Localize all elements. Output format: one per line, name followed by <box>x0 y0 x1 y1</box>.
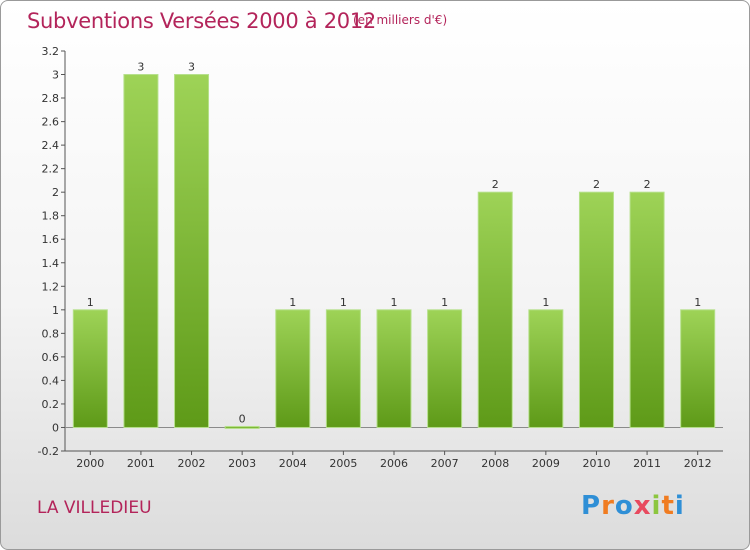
x-tick-label-2005: 2005 <box>329 457 357 470</box>
bar-2012 <box>680 309 716 428</box>
commune-name: LA VILLEDIEU <box>37 498 152 518</box>
y-tick-label: 1.2 <box>42 280 60 293</box>
data-label-2006: 1 <box>391 296 398 309</box>
proxiti-logo: Proxiti <box>581 491 685 521</box>
y-tick-label: 0.8 <box>42 327 60 340</box>
bar-2007 <box>427 309 463 428</box>
y-tick-label: 2.6 <box>42 116 60 129</box>
y-tick-label: 2.4 <box>42 139 60 152</box>
x-tick-label-2001: 2001 <box>127 457 155 470</box>
y-tick-label: 1 <box>52 304 59 317</box>
y-tick-label: 0.6 <box>42 351 60 364</box>
x-tick-label-2000: 2000 <box>76 457 104 470</box>
bar-2005 <box>325 309 361 428</box>
bar-2004 <box>275 309 311 428</box>
bar-2009 <box>528 309 564 428</box>
y-tick-label: 0.4 <box>42 374 60 387</box>
data-label-2000: 1 <box>87 296 94 309</box>
data-label-2005: 1 <box>340 296 347 309</box>
data-label-2001: 3 <box>137 61 144 74</box>
y-tick-label: 3 <box>52 69 59 82</box>
data-label-2007: 1 <box>441 296 448 309</box>
y-tick-label: 1.6 <box>42 233 60 246</box>
chart-unit-note: (en milliers d'€) <box>353 13 448 27</box>
x-tick-label-2007: 2007 <box>431 457 459 470</box>
data-label-2009: 1 <box>542 296 549 309</box>
data-label-2011: 2 <box>644 178 651 191</box>
bar-2001 <box>123 74 159 428</box>
y-tick-label: 0 <box>52 421 59 434</box>
bar-2000 <box>72 309 108 428</box>
x-tick-label-2011: 2011 <box>633 457 661 470</box>
bar-2006 <box>376 309 412 428</box>
y-tick-label: 1.8 <box>42 210 60 223</box>
x-tick-label-2009: 2009 <box>532 457 560 470</box>
bar-2008 <box>477 191 513 428</box>
x-tick-label-2008: 2008 <box>481 457 509 470</box>
data-label-2012: 1 <box>694 296 701 309</box>
y-tick-label: 2.2 <box>42 163 60 176</box>
data-label-2010: 2 <box>593 178 600 191</box>
x-tick-label-2004: 2004 <box>279 457 307 470</box>
y-tick-label: 1.4 <box>42 257 60 270</box>
data-label-2004: 1 <box>289 296 296 309</box>
bars: 1 3 3 0 1 1 1 1 2 1 2 2 1 <box>72 61 716 429</box>
y-tick-label: 2.8 <box>42 92 60 105</box>
data-label-2002: 3 <box>188 61 195 74</box>
x-tick-label-2003: 2003 <box>228 457 256 470</box>
y-tick-label: 3.2 <box>42 45 60 58</box>
data-label-2008: 2 <box>492 178 499 191</box>
y-tick-label: -0.2 <box>38 445 59 458</box>
x-tick-label-2006: 2006 <box>380 457 408 470</box>
bar-2011 <box>629 191 665 428</box>
bar-2002 <box>174 74 210 428</box>
x-tick-label-2002: 2002 <box>178 457 206 470</box>
x-tick-label-2012: 2012 <box>684 457 712 470</box>
y-tick-label: 0.2 <box>42 398 60 411</box>
y-tick-label: 2 <box>52 186 59 199</box>
bar-2003 <box>224 425 260 429</box>
chart-title: Subventions Versées 2000 à 2012 <box>27 9 376 33</box>
bar-2010 <box>578 191 614 428</box>
x-tick-label-2010: 2010 <box>582 457 610 470</box>
axes: -0.2 0 0.2 0.4 0.6 0.8 1 1.2 1.4 1.6 1.8 2 2.2 2.4 2.6… <box>38 45 723 470</box>
data-label-2003: 0 <box>239 412 246 425</box>
